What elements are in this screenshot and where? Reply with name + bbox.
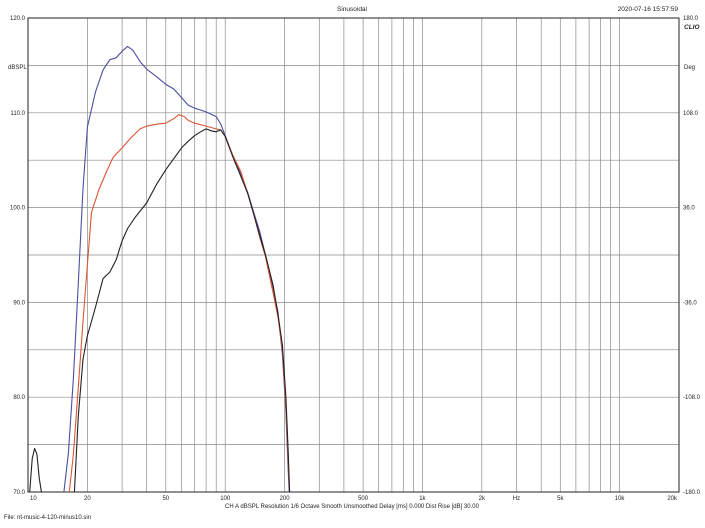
x-tick-label: 1k xyxy=(419,496,426,502)
series-line-2 xyxy=(68,114,291,493)
y2-tick-label: -108.0 xyxy=(683,395,701,401)
y2-tick-label: -180.0 xyxy=(683,490,701,496)
brand-logo: CLIO xyxy=(684,24,700,31)
file-name: File: nt-music-4-120-minus10.sin xyxy=(4,515,91,521)
x-tick-label: 100 xyxy=(220,496,231,502)
x-tick-label: 10k xyxy=(615,496,626,502)
plot-frame xyxy=(27,17,680,493)
series-line-1 xyxy=(63,45,290,493)
grid xyxy=(28,18,679,492)
x-tick-label: 500 xyxy=(358,496,369,502)
y2-axis-unit: Deg xyxy=(684,65,695,71)
y-tick-labels: 120.0 110.0 100.0 90.0 80.0 70.0 xyxy=(10,16,26,496)
y2-tick-label: -36.0 xyxy=(683,300,697,306)
chart-title: Sinusoidal xyxy=(337,6,368,13)
x-tick-label: 10 xyxy=(30,496,37,502)
series-layer xyxy=(29,45,291,493)
y-axis-unit: dBSPL xyxy=(8,65,27,71)
y2-tick-label: 36.0 xyxy=(683,206,695,212)
y-tick-label: 80.0 xyxy=(13,395,25,401)
y-tick-label: 110.0 xyxy=(10,111,25,117)
y2-tick-labels: 180.0 108.0 36.0 -36.0 -108.0 -180.0 xyxy=(683,16,701,496)
y-tick-label: 70.0 xyxy=(13,490,25,496)
y-tick-label: 100.0 xyxy=(10,206,26,212)
settings-line: CH A dBSPL Resolution 1/6 Octave Smooth … xyxy=(225,504,480,510)
x-tick-label: 20 xyxy=(84,496,91,502)
x-tick-label: 2k xyxy=(479,496,486,502)
series-line-4 xyxy=(29,447,42,493)
timestamp: 2020-07-16 15:57:59 xyxy=(618,6,679,13)
x-tick-labels: 10 20 50 100 200 500 1k 2k 5k 10k 20k Hz xyxy=(30,496,678,502)
x-tick-label: 20k xyxy=(667,496,678,502)
x-tick-label: 200 xyxy=(280,496,291,502)
y-tick-label: 90.0 xyxy=(13,300,25,306)
x-axis-unit: Hz xyxy=(513,496,520,502)
y2-tick-label: 108.0 xyxy=(683,111,699,117)
y2-tick-label: 180.0 xyxy=(683,16,699,22)
x-tick-label: 5k xyxy=(557,496,564,502)
x-tick-label: 50 xyxy=(162,496,169,502)
y-tick-label: 120.0 xyxy=(10,16,26,22)
series-line-3 xyxy=(73,128,291,493)
